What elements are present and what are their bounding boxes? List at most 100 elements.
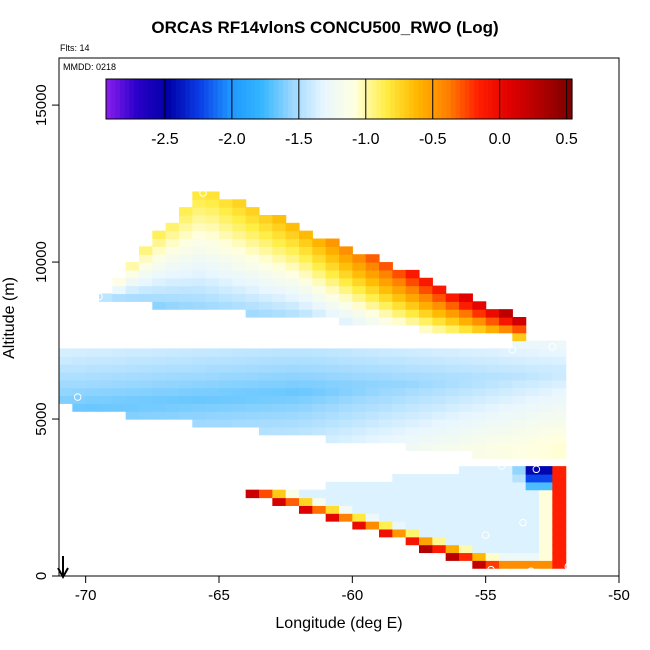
heatmap-cell <box>525 411 540 420</box>
heatmap-cell <box>352 254 367 263</box>
heatmap-cell <box>219 262 233 271</box>
colorbar-swatch <box>147 79 154 119</box>
heatmap-cell <box>219 403 233 412</box>
heatmap-cell <box>432 411 447 420</box>
heatmap-cell <box>405 277 420 287</box>
heatmap-cell <box>325 246 340 255</box>
heatmap-cell <box>112 348 127 357</box>
heatmap-cell <box>459 481 473 491</box>
heatmap-cell <box>405 497 420 506</box>
heatmap-cell <box>432 489 447 499</box>
heatmap-cell <box>205 246 220 255</box>
heatmap-cell <box>299 246 313 255</box>
heatmap-cell <box>165 246 180 255</box>
heatmap-cell <box>459 513 473 522</box>
heatmap-cell <box>472 301 487 310</box>
heatmap-cell <box>485 434 500 444</box>
heatmap-cell <box>165 238 180 247</box>
sample-point-marker <box>95 292 103 301</box>
heatmap-cell <box>165 403 180 412</box>
heatmap-cell <box>285 497 300 506</box>
colorbar-swatch <box>539 79 545 119</box>
heatmap-cell <box>525 387 540 397</box>
heatmap-cell <box>499 419 513 428</box>
heatmap-cell <box>312 262 327 271</box>
heatmap-cell <box>285 269 300 279</box>
heatmap-cell <box>219 246 233 255</box>
heatmap-cell <box>525 371 540 381</box>
heatmap-cell <box>485 317 500 326</box>
heatmap-cell <box>499 324 513 334</box>
heatmap-cell <box>552 419 567 428</box>
heatmap-cell <box>192 387 207 397</box>
heatmap-cell <box>405 356 420 365</box>
heatmap-cell <box>192 379 207 389</box>
heatmap-cell <box>379 528 393 538</box>
heatmap-cell <box>459 293 473 302</box>
heatmap-cell <box>259 277 273 287</box>
heatmap-cell <box>192 262 207 271</box>
sample-point-marker <box>548 343 557 351</box>
heatmap-cell <box>285 379 300 389</box>
heatmap-cell <box>85 348 100 357</box>
heatmap-cell <box>432 481 447 491</box>
heatmap-cell <box>339 348 353 357</box>
heatmap-cell <box>299 230 313 240</box>
heatmap-cell <box>472 536 487 546</box>
heatmap-cell <box>272 301 287 310</box>
heatmap-cell <box>485 560 500 569</box>
heatmap-cell <box>272 364 287 373</box>
heatmap-cell <box>525 560 540 569</box>
heatmap-cell <box>232 238 247 247</box>
heatmap-cell <box>432 536 447 546</box>
colorbar-swatch <box>352 79 359 119</box>
heatmap-cell <box>299 293 313 302</box>
heatmap-cell <box>365 293 380 302</box>
heatmap-cell <box>139 254 153 263</box>
heatmap-cell <box>392 364 407 373</box>
heatmap-cell <box>392 528 407 538</box>
heatmap-cell <box>219 371 233 381</box>
heatmap-cell <box>312 387 327 397</box>
heatmap-cell <box>379 521 393 530</box>
colorbar-swatch <box>380 79 387 119</box>
heatmap-cell <box>485 411 500 420</box>
heatmap-cell <box>285 246 300 255</box>
heatmap-cell <box>445 434 460 444</box>
heatmap-cell <box>419 317 433 326</box>
colorbar-swatch <box>325 79 331 119</box>
heatmap-cell <box>485 552 500 561</box>
heatmap-cell <box>205 285 220 295</box>
heatmap-cell <box>112 356 127 365</box>
heatmap-cell <box>339 411 353 420</box>
colorbar-swatch <box>129 79 135 119</box>
heatmap-cell <box>539 536 553 546</box>
heatmap-cell <box>352 348 367 357</box>
heatmap-cell <box>312 293 327 302</box>
heatmap-cell <box>552 387 567 397</box>
colorbar-swatch <box>194 79 200 119</box>
colorbar-swatch <box>250 79 256 119</box>
heatmap-cell <box>272 293 287 302</box>
heatmap-cell <box>405 317 420 326</box>
heatmap-cell <box>405 528 420 538</box>
heatmap-cell <box>485 450 500 459</box>
plot-frame <box>58 57 620 577</box>
heatmap-cell <box>552 364 567 373</box>
colorbar-swatch <box>371 79 377 119</box>
heatmap-cell <box>485 395 500 404</box>
heatmap-cell <box>539 505 553 514</box>
heatmap-cell <box>525 544 540 554</box>
heatmap-cell <box>539 528 553 538</box>
heatmap-cell <box>512 536 527 546</box>
heatmap-cell <box>205 199 220 208</box>
heatmap-cell <box>352 411 367 420</box>
heatmap-cell <box>525 552 540 561</box>
heatmap-cell <box>232 214 247 224</box>
colorbar-swatch <box>343 79 349 119</box>
heatmap-cell <box>352 364 367 373</box>
sample-point-marker <box>519 518 527 527</box>
heatmap-cell <box>525 419 540 428</box>
heatmap-cell <box>219 364 233 373</box>
